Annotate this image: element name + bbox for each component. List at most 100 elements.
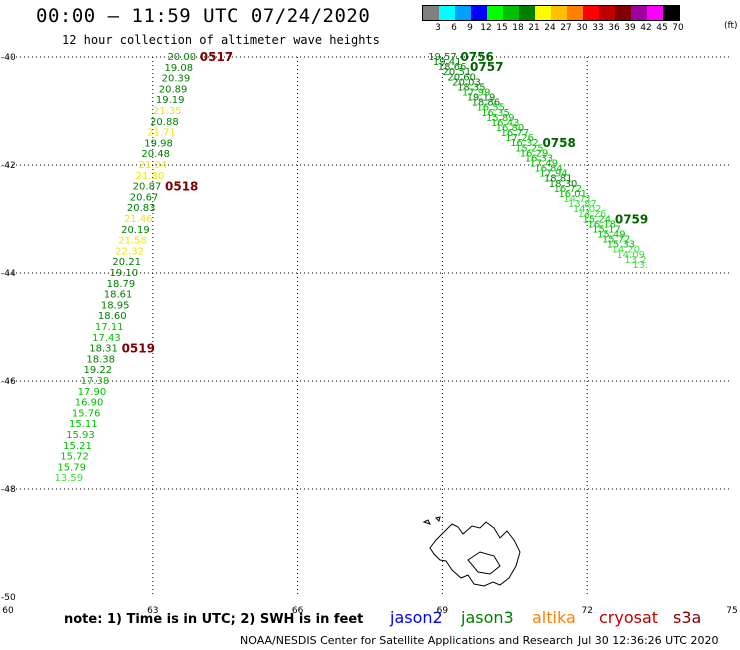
pass-time-label: 0519	[122, 342, 155, 356]
islet-outline	[435, 516, 441, 522]
wave-height-label: 19.98	[144, 138, 173, 149]
y-tick-label: -40	[1, 53, 16, 63]
wave-height-label: 17.90	[78, 387, 107, 398]
legend-swatch	[503, 6, 519, 20]
legend-color-bar	[422, 5, 680, 21]
wave-height-label: 15.72	[60, 452, 89, 463]
legend-swatch	[583, 6, 599, 20]
wave-height-label: 13.59	[54, 473, 83, 484]
legend-swatch	[663, 6, 679, 20]
wave-height-label: 20.60	[447, 72, 476, 83]
wave-height-label: 21.04	[138, 160, 167, 171]
footer-note: note: 1) Time is in UTC; 2) SWH is in fe…	[64, 612, 364, 627]
legend-swatch	[647, 6, 663, 20]
y-tick-label: -48	[1, 485, 16, 495]
wave-height-label: 19.19	[156, 95, 185, 106]
wave-height-label: 18.79	[107, 279, 136, 290]
wave-height-label: 16.80	[496, 123, 525, 134]
satellite-altika: altika	[532, 608, 576, 627]
y-tick-label: -44	[1, 269, 16, 279]
credit-line: NOAA/NESDIS Center for Satellite Applica…	[240, 634, 574, 647]
wave-height-label: 16.33	[525, 153, 554, 164]
island-outline	[429, 521, 521, 587]
wave-height-label: 19.22	[83, 365, 112, 376]
generated-timestamp: Jul 30 12:36:26 UTC 2020	[578, 634, 719, 647]
wave-height-label: 20.51	[443, 67, 472, 78]
wave-height-label: 13.87	[568, 199, 597, 210]
wave-height-label: 18.30	[549, 179, 578, 190]
wave-height-label: 15.21	[63, 441, 92, 452]
wave-height-label: 19.19	[467, 93, 496, 104]
pass-time-label: 0759	[615, 212, 648, 226]
color-legend: 3 6 9 12 15 18 21 24 27 30 33 36 39 42 45 70	[422, 5, 684, 35]
legend-swatch	[631, 6, 647, 20]
wave-height-label: 19.57	[428, 52, 457, 63]
wave-height-label: 15.17	[592, 224, 621, 235]
legend-swatch	[599, 6, 615, 20]
wave-height-label: 15.49	[597, 229, 626, 240]
wave-height-label: 18.66	[438, 62, 467, 73]
legend-swatch	[551, 6, 567, 20]
wave-height-label: 18.35	[457, 82, 486, 93]
legend-label: 39	[624, 23, 636, 33]
legend-label: 24	[544, 23, 556, 33]
pass-time-label: 0757	[470, 60, 503, 74]
wave-height-label: 21.58	[118, 236, 147, 247]
legend-label: 45	[656, 23, 668, 33]
wave-height-label: 15.11	[69, 419, 98, 430]
satellite-jason3: jason3	[461, 608, 514, 627]
island-inner-outline	[467, 551, 501, 575]
legend-swatch	[487, 6, 503, 20]
legend-label: 70	[672, 23, 684, 33]
wave-height-label: 20.48	[141, 149, 170, 160]
wave-height-label: 16.32	[510, 138, 539, 149]
legend-swatch	[439, 6, 455, 20]
wave-height-label: 16.77	[500, 128, 529, 139]
wave-height-label: 16.18	[587, 219, 616, 230]
wave-height-label: 20.00	[167, 52, 196, 63]
wave-height-label: 15.89	[486, 113, 515, 124]
wave-height-label: 17.99	[462, 87, 491, 98]
wave-height-label: 21.71	[147, 128, 176, 139]
wave-height-label: 18.60	[98, 311, 127, 322]
wave-height-label: 16.90	[75, 398, 104, 409]
legend-label: 12	[480, 23, 492, 33]
wave-height-label: 15.79	[57, 462, 86, 473]
x-tick-label: 60	[2, 606, 14, 616]
wave-height-label: 17.26	[505, 133, 534, 144]
pass-time-label: 0517	[200, 50, 233, 64]
legend-swatch	[455, 6, 471, 20]
wave-height-label: 22.32	[115, 246, 144, 257]
legend-swatch	[535, 6, 551, 20]
map-subtitle: 12 hour collection of altimeter wave hei…	[62, 33, 380, 47]
wave-height-label: 15.33	[607, 240, 636, 251]
legend-label: 15	[496, 23, 508, 33]
legend-swatch	[567, 6, 583, 20]
legend-swatch	[519, 6, 535, 20]
wave-height-label: 16.55	[476, 103, 505, 114]
wave-height-label: 14.26	[578, 209, 607, 220]
wave-height-label: 18.38	[86, 354, 115, 365]
legend-label: 21	[528, 23, 540, 33]
wave-height-label: 20.21	[112, 257, 141, 268]
legend-label: 42	[640, 23, 652, 33]
wave-height-label: 17.94	[539, 169, 568, 180]
wave-height-label: 17.43	[92, 333, 121, 344]
wave-height-label: 18.81	[544, 174, 573, 185]
wave-height-label: 20.03	[452, 77, 481, 88]
map-title: 00:00 — 11:59 UTC 07/24/2020	[36, 5, 371, 27]
wave-height-label: 16.29	[520, 148, 549, 159]
legend-label: 18	[512, 23, 524, 33]
x-tick-label: 75	[726, 606, 737, 616]
pass-time-label: 0758	[542, 136, 575, 150]
wave-height-label: 15.76	[72, 408, 101, 419]
legend-label: 27	[560, 23, 572, 33]
legend-swatch	[615, 6, 631, 20]
x-tick-label: 66	[292, 606, 304, 616]
wave-height-label: 18.95	[101, 300, 130, 311]
satellite-cryosat: cryosat	[599, 608, 659, 627]
y-tick-label: -42	[1, 161, 16, 171]
wave-height-label: 17.11	[95, 322, 124, 333]
legend-label: 33	[592, 23, 604, 33]
